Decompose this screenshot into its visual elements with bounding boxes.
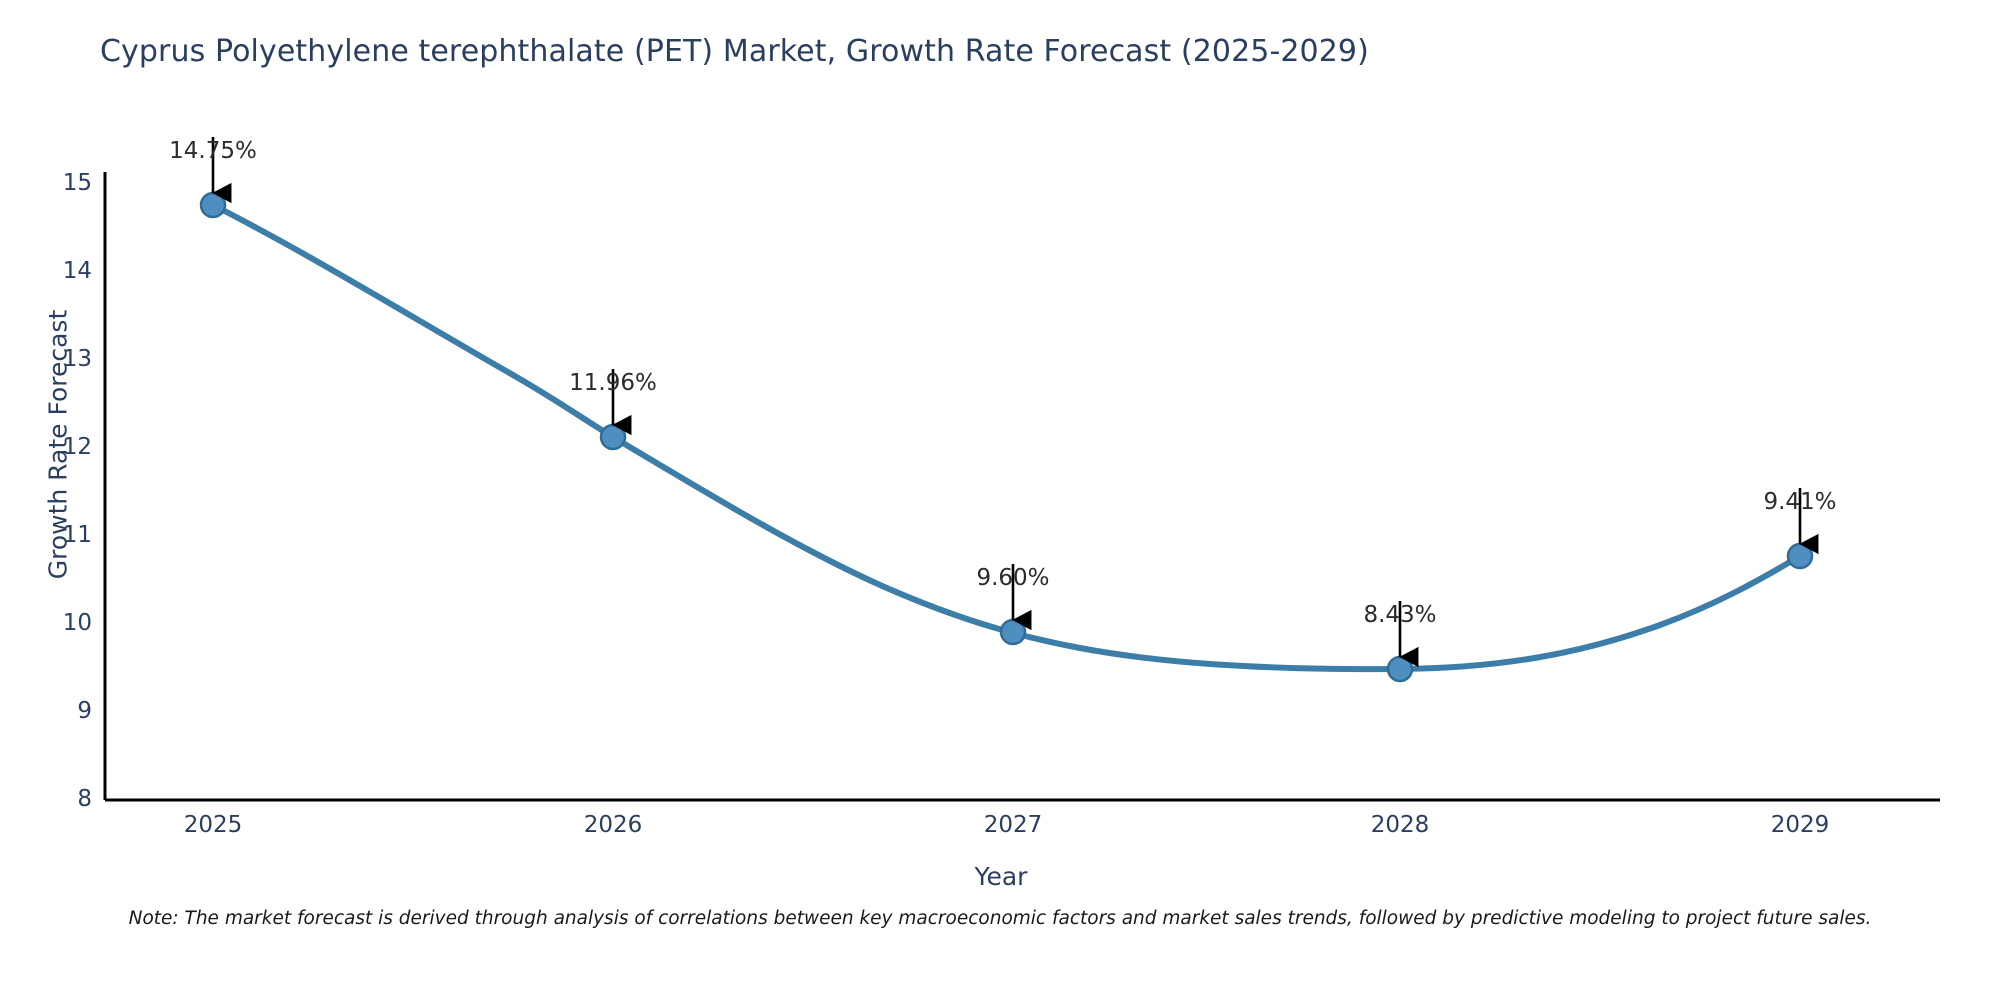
data-point-2027[interactable] — [999, 618, 1027, 646]
y-tick-12: 12 — [62, 434, 92, 460]
x-axis-title-text: Year — [974, 862, 1028, 891]
data-point-2028[interactable] — [1386, 655, 1414, 683]
x-tick-2029: 2029 — [1770, 812, 1830, 838]
y-tick-14: 14 — [62, 258, 92, 284]
x-tick-2026: 2026 — [583, 812, 643, 838]
data-line-growth-rate-forecast — [210, 202, 1803, 673]
data-label-2025: 14.75% — [169, 138, 257, 164]
data-label-2028: 8.43% — [1363, 602, 1437, 628]
data-point-2025[interactable] — [199, 191, 227, 219]
x-axis-title: Year — [0, 862, 2000, 891]
y-tick-8: 8 — [77, 786, 92, 812]
y-axis-tick-labels: 15 14 13 12 11 10 9 8 — [30, 0, 92, 1000]
y-tick-13: 13 — [62, 346, 92, 372]
data-point-2026[interactable] — [599, 423, 627, 451]
data-label-2029: 9.41% — [1763, 489, 1837, 515]
data-label-2026: 11.96% — [569, 370, 657, 396]
x-tick-2028: 2028 — [1370, 812, 1430, 838]
y-tick-9: 9 — [77, 698, 92, 724]
x-tick-2027: 2027 — [983, 812, 1043, 838]
chart-footnote: Note: The market forecast is derived thr… — [128, 908, 1872, 929]
y-tick-10: 10 — [62, 610, 92, 636]
data-point-2029[interactable] — [1786, 542, 1814, 570]
data-label-2027: 9.60% — [976, 565, 1050, 591]
y-tick-15: 15 — [62, 170, 92, 196]
y-tick-11: 11 — [62, 522, 92, 548]
x-tick-2025: 2025 — [183, 812, 243, 838]
chart-title: Cyprus Polyethylene terephthalate (PET) … — [100, 34, 1369, 69]
